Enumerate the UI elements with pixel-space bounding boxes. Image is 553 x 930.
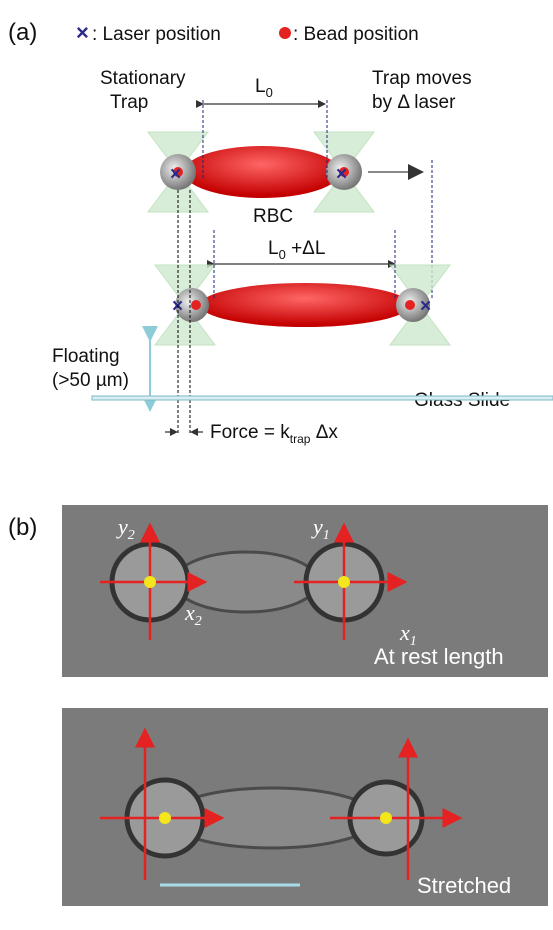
text-part: 0 xyxy=(279,247,286,262)
figure: (a) × : Laser position : Bead position S… xyxy=(0,0,553,930)
shape: × xyxy=(336,164,347,185)
text-part: (>50 µm) xyxy=(52,370,129,391)
label: Force = ktrap Δx xyxy=(210,422,338,446)
label: Trap moves by Δ laser xyxy=(372,68,472,113)
shape xyxy=(405,300,415,310)
panel-label: (b) xyxy=(8,514,37,541)
text-part: Trap xyxy=(110,92,148,113)
shape xyxy=(144,576,156,588)
text-part: Trap moves xyxy=(372,68,472,89)
text-part: 0 xyxy=(266,85,273,100)
label: L0 xyxy=(255,76,273,100)
rbc xyxy=(184,146,340,198)
text-part: Floating xyxy=(52,346,120,367)
text-part: x xyxy=(184,600,195,625)
glass-slide xyxy=(92,396,553,400)
shape xyxy=(380,812,392,824)
label: L0 +ΔL xyxy=(268,238,325,262)
legend-text: : Laser position xyxy=(92,24,221,45)
shape: × xyxy=(420,296,431,317)
bead-symbol xyxy=(279,27,291,39)
text-part: y xyxy=(116,514,128,539)
label: At rest length xyxy=(374,644,504,669)
legend-text: : Bead position xyxy=(293,24,419,45)
text-part: 1 xyxy=(323,528,330,543)
laser-symbol: × xyxy=(76,20,89,45)
text-part: Force = k xyxy=(210,422,290,443)
text-part: 2 xyxy=(128,528,135,543)
text-part: L xyxy=(268,238,279,259)
text-part: 2 xyxy=(195,614,202,629)
label: Floating (>50 µm) xyxy=(52,346,129,391)
text-part: Δx xyxy=(310,422,338,443)
shape xyxy=(159,812,171,824)
label: Stationary Trap xyxy=(100,68,186,113)
shape xyxy=(200,283,410,327)
label: RBC xyxy=(253,206,293,227)
label: Stretched xyxy=(417,873,511,898)
text-part: by Δ laser xyxy=(372,92,456,113)
shape: × xyxy=(170,164,181,185)
text-part: Stationary xyxy=(100,68,186,89)
text-part: L xyxy=(255,76,266,97)
text-part: y xyxy=(311,514,323,539)
text-part: +ΔL xyxy=(286,238,326,259)
shape xyxy=(191,300,201,310)
shape xyxy=(338,576,350,588)
text-part: trap xyxy=(290,432,311,446)
text-part: x xyxy=(399,620,410,645)
panel-label: (a) xyxy=(8,19,37,46)
